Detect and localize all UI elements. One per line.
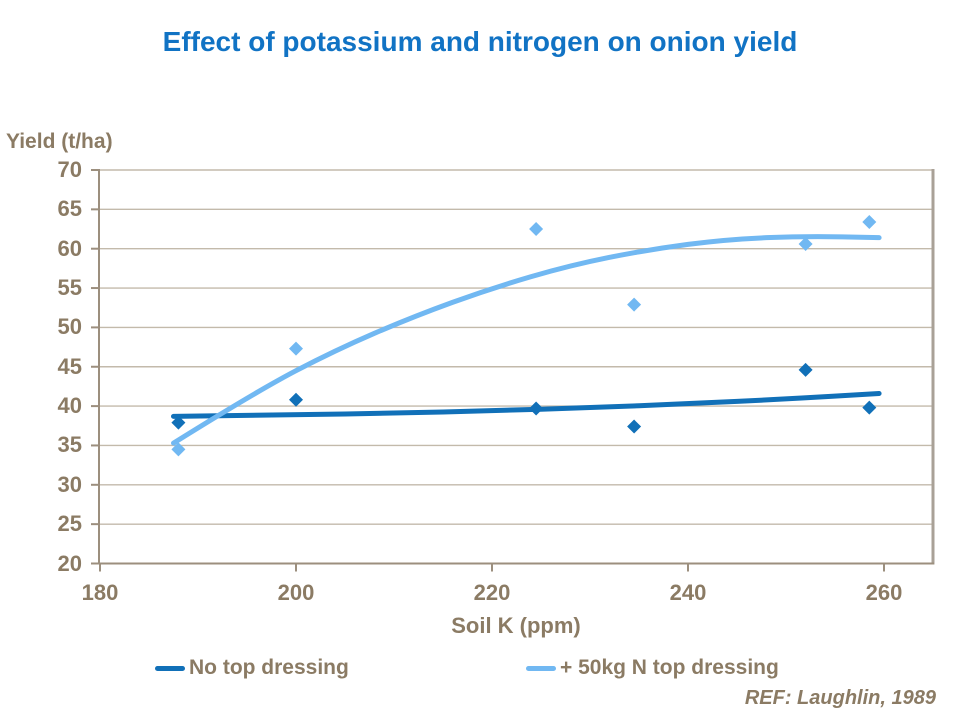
x-tick-label: 220 xyxy=(473,580,511,605)
data-point-series-0 xyxy=(798,362,813,377)
y-tick-label: 30 xyxy=(57,471,82,497)
data-point-series-1 xyxy=(798,236,813,251)
legend-item-50kg-n-top-dressing: + 50kg N top dressing xyxy=(526,654,779,682)
y-tick-label: 70 xyxy=(57,157,82,182)
data-point-series-0 xyxy=(627,419,642,434)
y-tick-label: 25 xyxy=(57,511,82,537)
data-point-series-0 xyxy=(171,415,186,430)
x-axis-title: Soil K (ppm) xyxy=(451,613,581,638)
reference-citation: REF: Laughlin, 1989 xyxy=(744,687,936,709)
y-tick-label: 65 xyxy=(57,196,82,222)
y-tick-label: 40 xyxy=(57,393,82,419)
y-tick-label: 20 xyxy=(57,550,82,576)
x-tick-label: 180 xyxy=(81,580,119,605)
x-tick-label: 200 xyxy=(277,580,315,605)
y-axis-title: Yield (t/ha) xyxy=(6,130,113,153)
data-point-series-1 xyxy=(862,214,877,229)
y-tick-label: 35 xyxy=(57,432,82,458)
data-point-series-0 xyxy=(289,392,303,407)
legend-swatch-50kg-n-top-dressing xyxy=(526,665,556,671)
x-tick-label: 260 xyxy=(865,580,903,605)
data-point-series-1 xyxy=(289,341,303,356)
data-point-series-1 xyxy=(171,442,186,457)
trend-line-series-1 xyxy=(171,234,882,446)
trend-line-series-0 xyxy=(171,391,882,419)
y-tick-label: 45 xyxy=(57,353,82,379)
data-point-series-1 xyxy=(529,222,544,237)
y-tick-label: 60 xyxy=(57,235,82,261)
y-tick-label: 55 xyxy=(57,275,82,301)
data-point-series-0 xyxy=(862,400,877,415)
data-point-series-1 xyxy=(627,297,642,312)
y-tick-label: 50 xyxy=(57,314,82,340)
legend-label-no-top-dressing: No top dressing xyxy=(189,656,349,679)
x-tick-label: 240 xyxy=(669,580,707,605)
legend-label-50kg-n-top-dressing: + 50kg N top dressing xyxy=(560,656,779,679)
legend-swatch-no-top-dressing xyxy=(155,665,185,671)
chart-title: Effect of potassium and nitrogen on onio… xyxy=(162,26,798,57)
legend-item-no-top-dressing: No top dressing xyxy=(155,654,349,682)
data-point-series-0 xyxy=(529,401,544,416)
